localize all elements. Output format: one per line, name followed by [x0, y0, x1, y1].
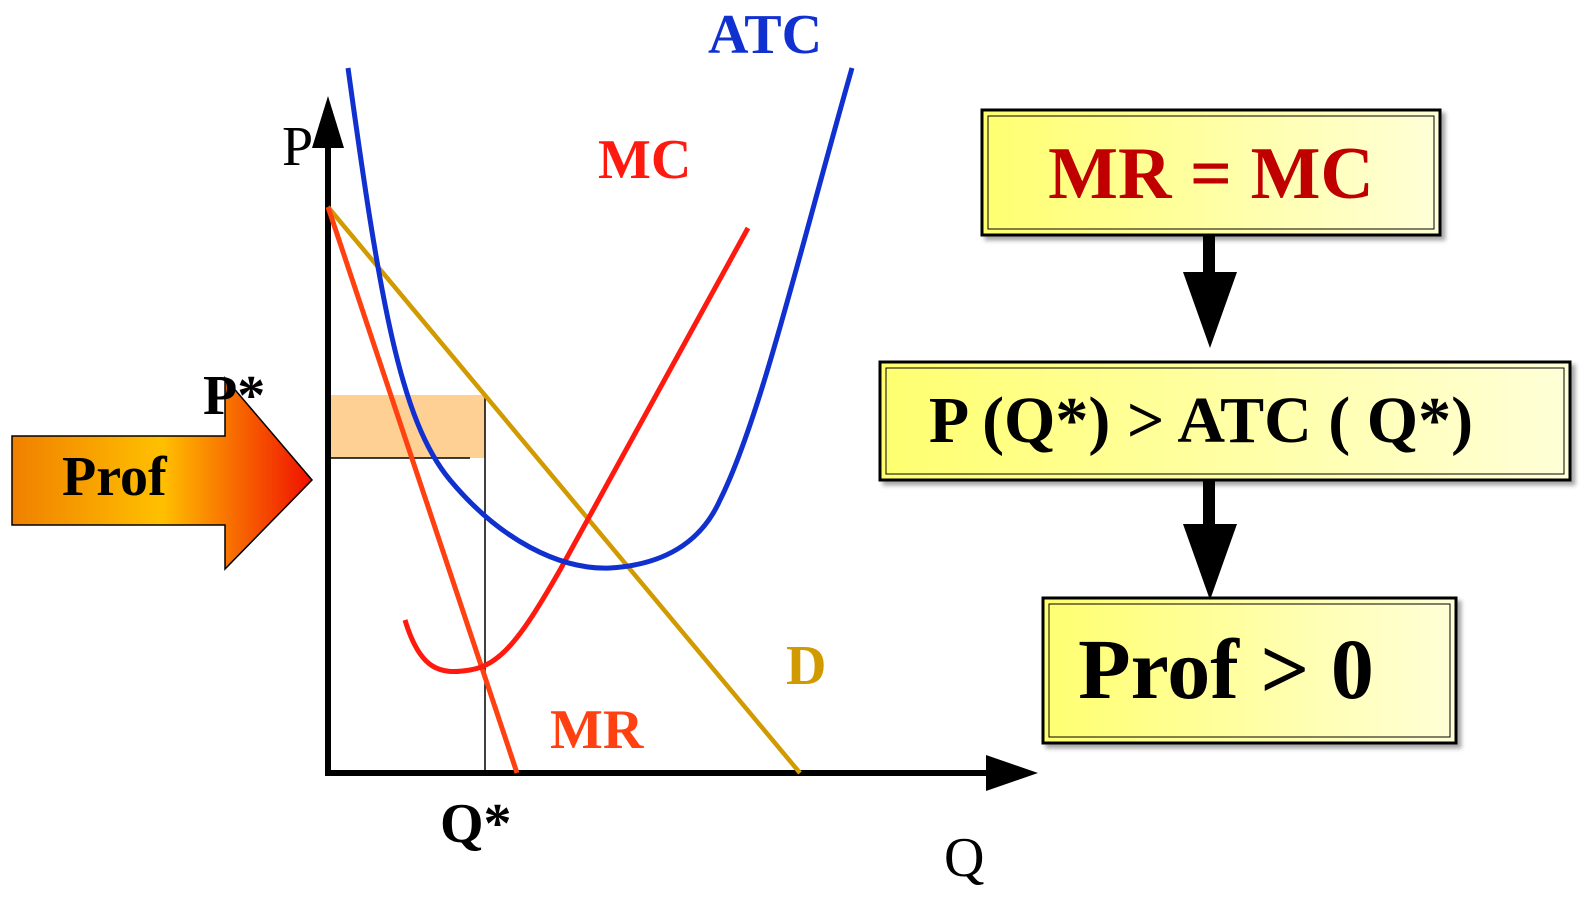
- atc-curve: [345, 67, 855, 571]
- p-star-label: P*: [203, 365, 265, 427]
- mr-curve: [325, 206, 520, 774]
- demand-label: D: [786, 635, 826, 697]
- down-arrow-icon: [1183, 235, 1237, 348]
- flow-box-profit-positive: Prof > 0: [1041, 596, 1458, 745]
- flow-box-mr-equals-mc: MR = MC: [980, 108, 1442, 237]
- y-axis-arrowhead-icon: [312, 96, 344, 148]
- y-axis-label: P: [282, 116, 313, 178]
- flow-box-price-vs-atc: P (Q*) > ATC ( Q*): [878, 360, 1572, 482]
- atc-label: ATC: [708, 4, 822, 66]
- flow-box-text: MR = MC: [1048, 133, 1374, 215]
- x-axis-label: Q: [944, 827, 984, 889]
- profit-arrow-label: Prof: [62, 446, 168, 508]
- flow-box-text: Prof > 0: [1078, 621, 1374, 717]
- mr-label: MR: [550, 699, 644, 761]
- flow-box-text: P (Q*) > ATC ( Q*): [929, 384, 1473, 457]
- x-axis-arrowhead-icon: [986, 755, 1038, 791]
- mc-curve: [402, 226, 751, 675]
- block-arrow-right-icon: [11, 375, 314, 571]
- demand-curve: [326, 205, 802, 775]
- mc-label: MC: [598, 129, 691, 191]
- q-star-label: Q*: [440, 793, 512, 855]
- down-arrow-icon: [1183, 480, 1237, 600]
